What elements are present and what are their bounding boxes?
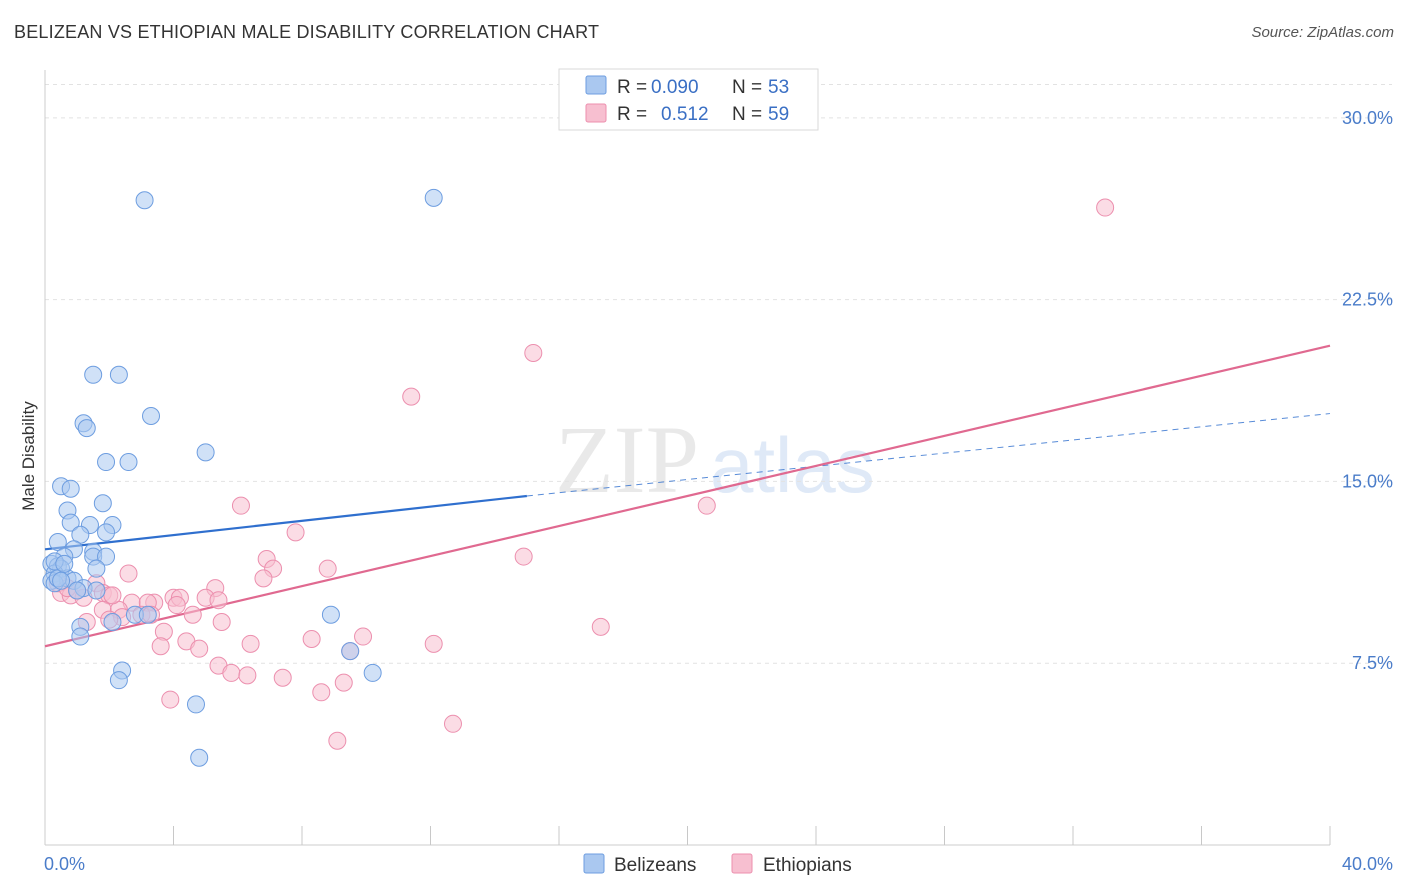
belizean-point — [135, 191, 154, 210]
ethiopian-point — [209, 591, 228, 610]
ethiopian-point — [231, 496, 250, 515]
trendline-belizean-extension — [526, 413, 1331, 497]
belizean-point — [363, 663, 382, 682]
belizean-point — [119, 453, 138, 472]
bottom-legend-swatch-belizean — [583, 853, 605, 874]
ethiopian-point — [443, 714, 462, 733]
trendline-belizean — [44, 494, 527, 551]
ethiopian-point — [238, 666, 257, 685]
belizean-point — [321, 605, 340, 624]
ethiopian-point — [241, 634, 260, 653]
belizean-point — [55, 554, 74, 573]
belizean-point — [138, 605, 157, 624]
bottom-legend-label-belizean: Belizeans — [614, 855, 696, 876]
ethiopian-point — [334, 673, 353, 692]
trendline-ethiopian — [44, 344, 1331, 648]
belizean-point — [61, 513, 80, 532]
watermark-atlas: atlas — [710, 421, 875, 509]
source-credit: Source: ZipAtlas.com — [1251, 24, 1394, 41]
ethiopian-point — [591, 617, 610, 636]
legend-r-label-2: R = — [617, 104, 647, 125]
y-tick-label: 22.5% — [1342, 290, 1393, 310]
ethiopian-point — [286, 523, 305, 542]
y-tick-label: 15.0% — [1342, 471, 1393, 491]
ethiopian-point — [212, 613, 231, 632]
ethiopian-point — [273, 668, 292, 687]
x-tick-label: 40.0% — [1342, 854, 1393, 874]
belizean-point — [87, 581, 106, 600]
y-tick-label: 30.0% — [1342, 108, 1393, 128]
belizean-point — [71, 627, 90, 646]
legend-r-value-2: 0.512 — [661, 104, 709, 125]
ethiopian-point — [524, 343, 543, 362]
belizean-point — [61, 479, 80, 498]
ethiopian-point — [190, 639, 209, 658]
gridlines — [45, 84, 1392, 664]
trendlines — [44, 344, 1331, 648]
chart-title: BELIZEAN VS ETHIOPIAN MALE DISABILITY CO… — [14, 22, 600, 42]
ethiopian-point — [222, 663, 241, 682]
ethiopian-point — [402, 387, 421, 406]
belizean-point — [103, 613, 122, 632]
belizean-point — [341, 642, 360, 661]
legend-swatch-ethiopian — [585, 103, 607, 123]
belizean-point — [142, 406, 161, 425]
legend-swatch-belizean — [585, 75, 607, 95]
belizean-point — [196, 443, 215, 462]
ethiopian-point — [318, 559, 337, 578]
bottom-legend-swatch-ethiopian — [731, 853, 753, 874]
ethiopian-point — [1096, 198, 1115, 217]
legend-n-label-1: N = — [732, 77, 762, 98]
ethiopian-point — [103, 586, 122, 605]
belizean-points — [42, 188, 443, 767]
y-tick-label: 7.5% — [1352, 653, 1393, 673]
legend-n-value-1: 53 — [768, 77, 789, 98]
belizean-point — [87, 559, 106, 578]
ethiopian-point — [154, 622, 173, 641]
ethiopian-point — [328, 731, 347, 750]
belizean-point — [97, 523, 116, 542]
ethiopian-point — [119, 564, 138, 583]
ethiopian-point — [697, 496, 716, 515]
bottom-legend-label-ethiopian: Ethiopians — [763, 855, 852, 876]
ethiopian-point — [151, 637, 170, 656]
belizean-point — [84, 365, 103, 384]
belizean-point — [97, 453, 116, 472]
legend-r-label-1: R = — [617, 77, 647, 98]
belizean-point — [109, 365, 128, 384]
legend-n-value-2: 59 — [768, 104, 789, 125]
belizean-point — [77, 419, 96, 438]
belizean-point — [186, 695, 205, 714]
ethiopian-point — [424, 634, 443, 653]
ethiopian-point — [161, 690, 180, 709]
axes — [44, 70, 1331, 846]
series-legend: Belizeans Ethiopians — [583, 853, 852, 876]
ethiopian-point — [254, 569, 273, 588]
x-tick-label: 0.0% — [44, 854, 85, 874]
ethiopian-point — [167, 596, 186, 615]
stats-legend: R = 0.090 N = 53 R = 0.512 N = 59 — [558, 68, 819, 131]
belizean-point — [97, 547, 116, 566]
ethiopian-point — [183, 605, 202, 624]
tick-labels: 7.5% 15.0% 22.5% 30.0% 0.0% 40.0% — [44, 108, 1393, 874]
ethiopian-point — [302, 629, 321, 648]
legend-r-value-1: 0.090 — [651, 77, 699, 98]
watermark-zip: ZIP — [555, 406, 699, 513]
belizean-point — [52, 571, 71, 590]
belizean-point — [93, 494, 112, 513]
ethiopian-point — [354, 627, 373, 646]
belizean-point — [68, 581, 87, 600]
legend-n-label-2: N = — [732, 104, 762, 125]
ethiopian-point — [514, 547, 533, 566]
belizean-point — [424, 188, 443, 207]
ethiopian-point — [312, 683, 331, 702]
belizean-point — [190, 748, 209, 767]
belizean-point — [109, 671, 128, 690]
y-axis-label: Male Disability — [19, 401, 38, 511]
